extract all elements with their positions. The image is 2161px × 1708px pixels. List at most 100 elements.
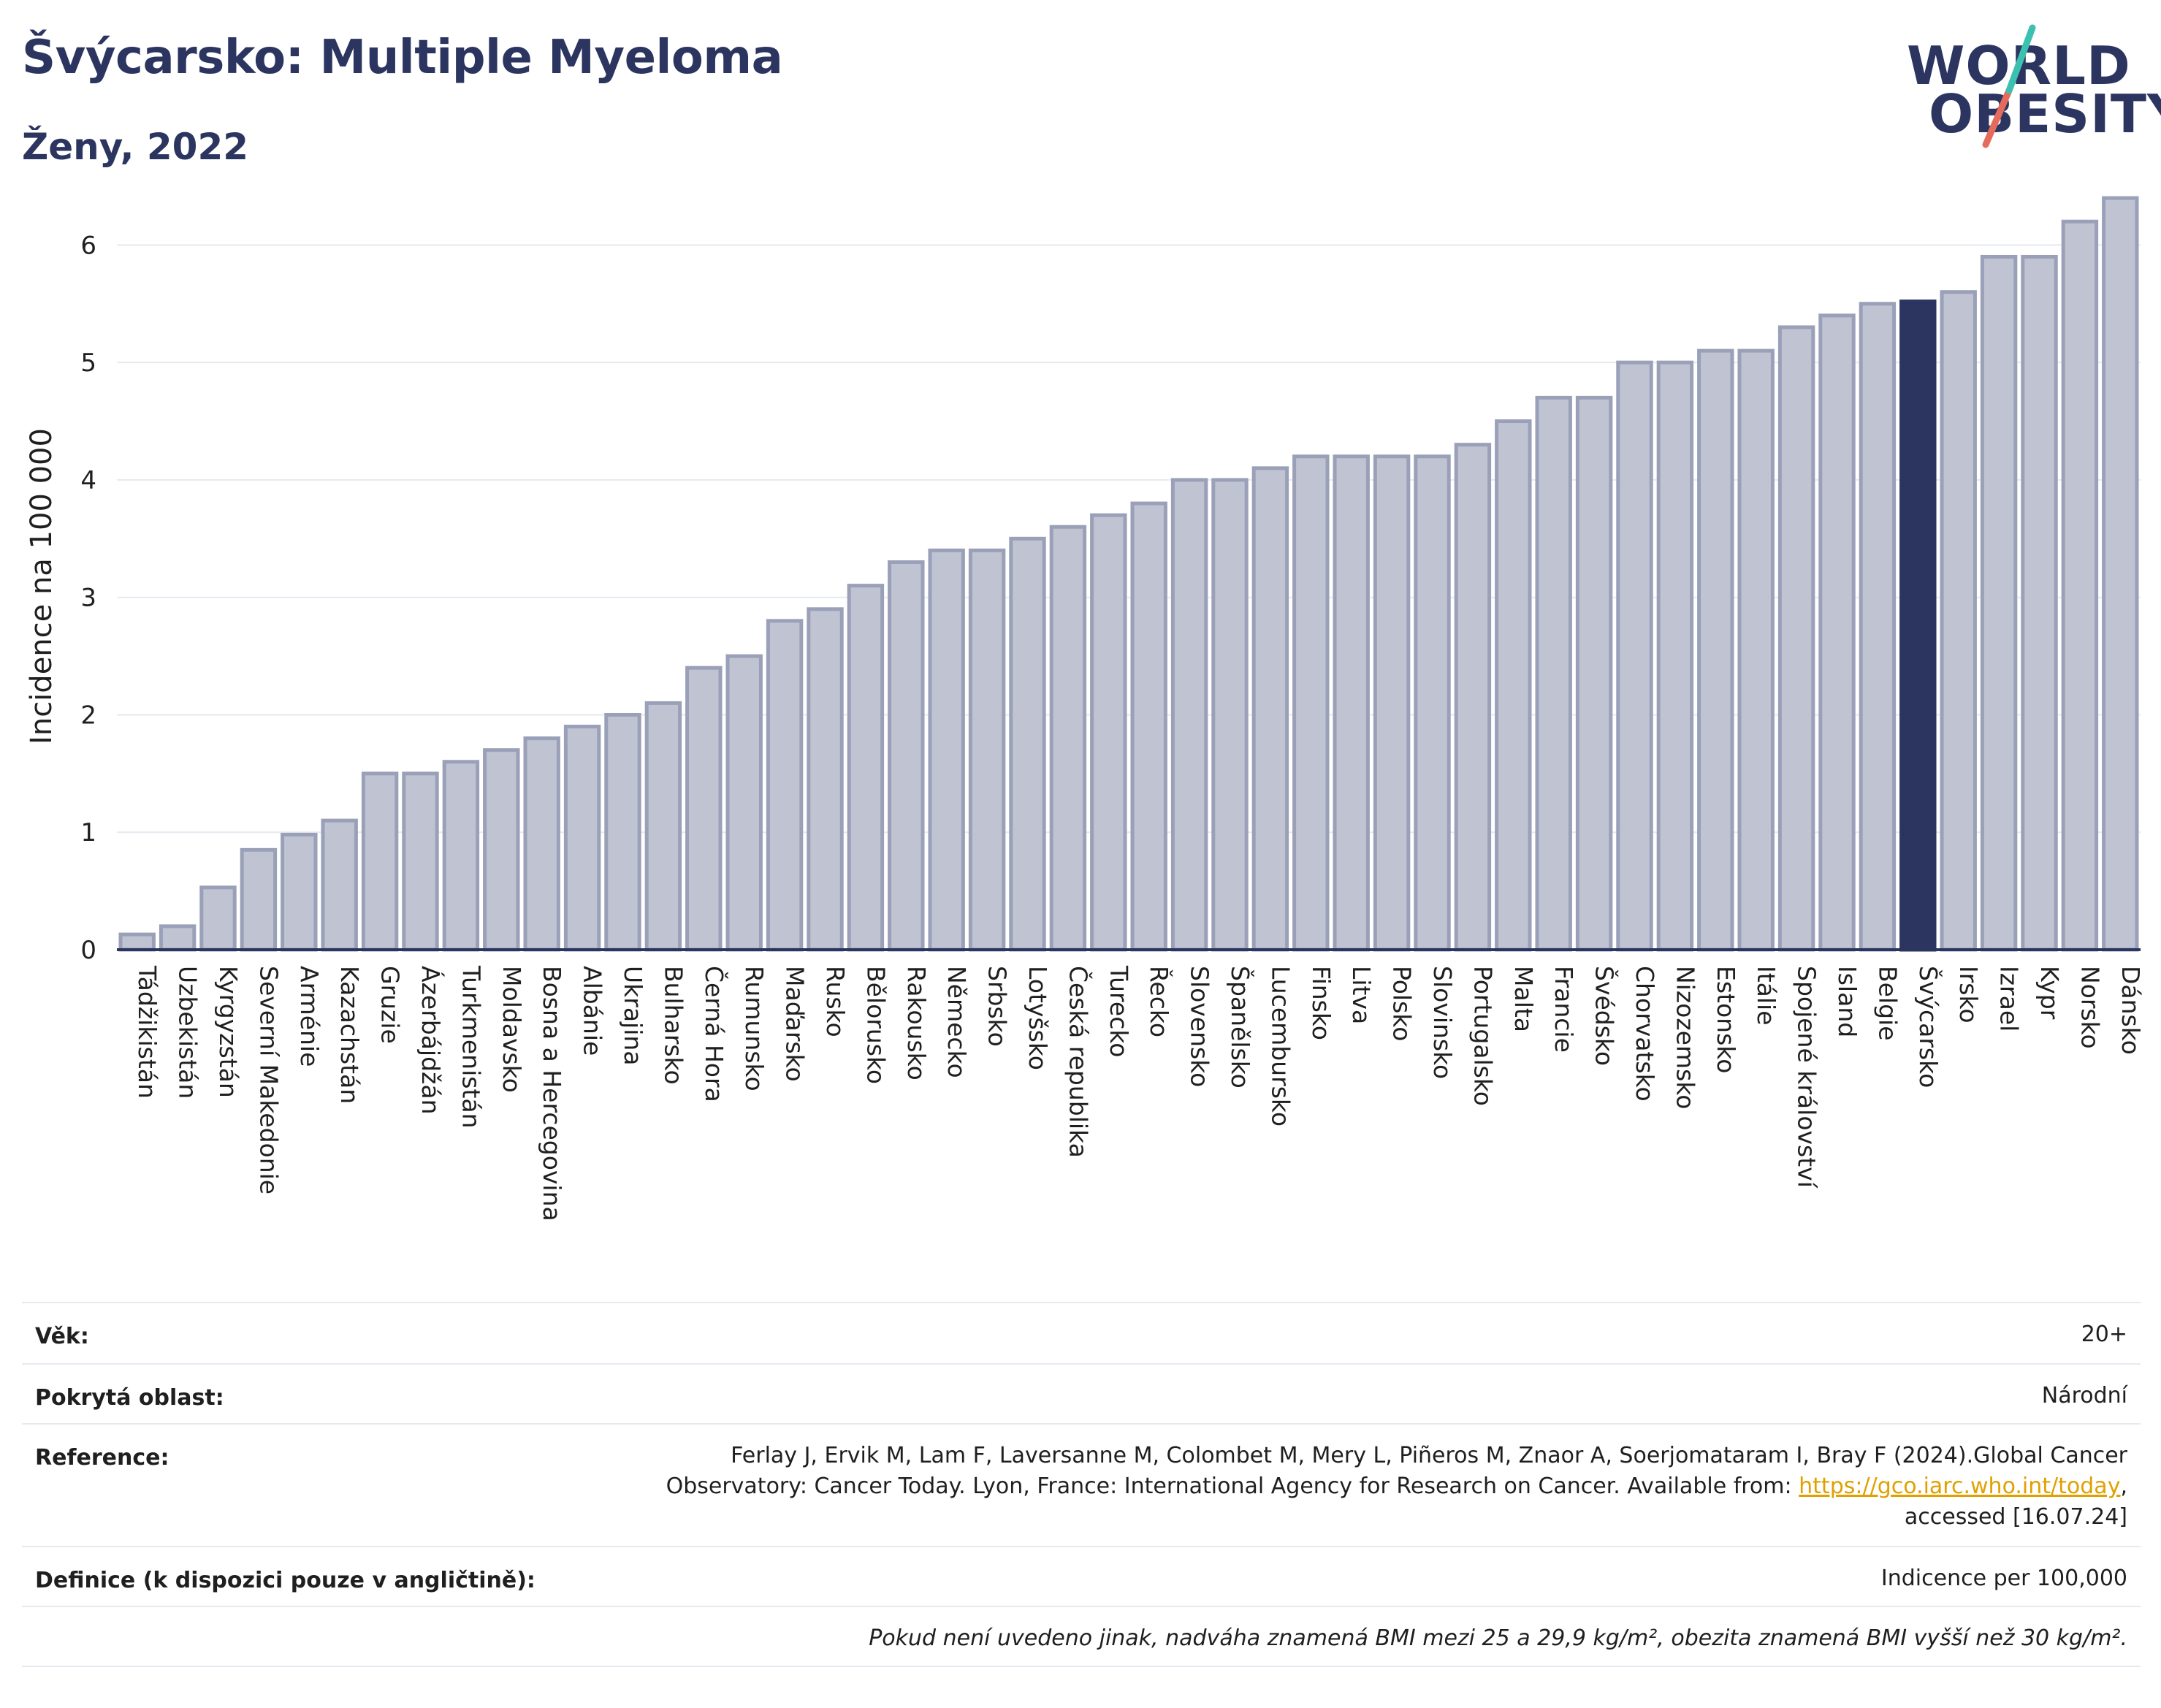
x-tick-label: Rakousko — [902, 966, 931, 1080]
y-tick-label: 1 — [80, 818, 96, 847]
bar — [968, 548, 1006, 952]
info-row-definition: Definice (k dispozici pouze v angličtině… — [22, 1546, 2141, 1606]
info-row-age: Věk: 20+ — [22, 1302, 2141, 1363]
page-subtitle: Ženy, 2022 — [22, 126, 249, 168]
bar — [1414, 454, 1451, 952]
bar — [1777, 325, 1815, 952]
y-tick-label: 5 — [80, 348, 96, 378]
x-tick-label: Francie — [1550, 966, 1578, 1053]
x-tick-label: Ázerbájdžán — [416, 966, 446, 1115]
bar — [725, 654, 763, 952]
bar — [483, 748, 520, 952]
bar — [1495, 419, 1532, 952]
x-tick-label: Finsko — [1307, 966, 1335, 1040]
bar — [685, 666, 723, 952]
bar — [644, 701, 682, 952]
x-tick-label: Ukrajina — [619, 966, 647, 1066]
x-tick-label: Německo — [942, 966, 971, 1078]
y-tick-label: 4 — [80, 466, 96, 495]
bar — [807, 607, 844, 952]
reference-link[interactable]: https://gco.iarc.who.int/today — [1799, 1473, 2121, 1499]
reference-value: Ferlay J, Ervik M, Lam F, Laversanne M, … — [666, 1441, 2127, 1533]
y-tick-label: 2 — [80, 701, 96, 730]
area-value: Národní — [2041, 1383, 2127, 1408]
bar — [1737, 348, 1775, 952]
bar — [2061, 219, 2099, 952]
x-tick-label: Gruzie — [376, 966, 405, 1044]
x-tick-label: Malta — [1509, 966, 1538, 1032]
bar — [928, 548, 965, 952]
x-tick-label: Arménie — [295, 966, 324, 1067]
x-tick-label: Turecko — [1105, 965, 1133, 1057]
logo-line2: OBESITY — [1929, 83, 2161, 145]
x-tick-label: Litva — [1347, 966, 1376, 1024]
bar — [1049, 525, 1087, 952]
x-tick-label: Černá Hora — [700, 966, 729, 1102]
x-tick-label: Bosna a Hercegovina — [538, 966, 566, 1221]
bar — [321, 818, 358, 952]
x-tick-label: Norsko — [2076, 966, 2104, 1049]
reference-line-2-end: , — [2120, 1473, 2127, 1499]
x-tick-label: Španělsko — [1226, 966, 1255, 1089]
page-title: Švýcarsko: Multiple Myeloma — [22, 31, 783, 85]
x-tick-label: Bulharsko — [659, 966, 687, 1085]
bar — [1090, 513, 1127, 952]
world-obesity-logo: WORLD OBESITY — [1907, 20, 2161, 152]
x-tick-label: Dánsko — [2116, 966, 2145, 1055]
x-tick-label: Albánie — [579, 966, 607, 1056]
x-tick-label: Turkmenistán — [457, 965, 485, 1129]
bar — [2102, 196, 2139, 952]
info-row-reference: Reference: Ferlay J, Ervik M, Lam F, Lav… — [22, 1423, 2141, 1546]
bar — [1818, 313, 1856, 952]
bar — [1170, 478, 1208, 952]
bar — [1373, 454, 1411, 952]
x-tick-label: Portugalsko — [1468, 966, 1497, 1106]
reference-line-1: Ferlay J, Ervik M, Lam F, Laversanne M, … — [731, 1443, 2127, 1468]
bar — [523, 736, 560, 952]
bar-chart: 0 1 2 3 4 5 6 Tádžikistán Uzbekistán Kyrgyzstán S… — [25, 196, 2145, 1221]
bar — [199, 885, 237, 952]
bar-highlight — [1899, 300, 1937, 952]
x-tick-label: Švýcarsko — [1914, 966, 1943, 1088]
info-row-note: Pokud není uvedeno jinak, nadváha znamen… — [22, 1606, 2141, 1667]
bar — [1009, 536, 1046, 952]
x-tick-label: Bělorusko — [861, 966, 890, 1084]
x-tick-label: Nizozemsko — [1671, 966, 1699, 1109]
bar — [604, 712, 641, 952]
reference-line-2: Observatory: Cancer Today. Lyon, France:… — [666, 1473, 1799, 1499]
definition-value: Indicence per 100,000 — [1880, 1566, 2127, 1591]
bar — [1535, 395, 1572, 952]
bar — [1859, 302, 1897, 952]
y-tick-labels: 0 1 2 3 4 5 6 — [80, 231, 96, 965]
bar — [888, 560, 925, 952]
bar — [1333, 454, 1370, 952]
info-row-area: Pokrytá oblast: Národní — [22, 1363, 2141, 1423]
bar — [442, 760, 480, 952]
bar — [1940, 290, 1977, 952]
x-tick-label: Severní Makedonie — [254, 966, 283, 1194]
x-tick-label: Spojené království — [1793, 966, 1821, 1189]
x-tick-label: Moldavsko — [498, 966, 526, 1093]
bar — [1616, 360, 1653, 952]
bar — [1251, 466, 1289, 952]
x-tick-label: Izrael — [1995, 966, 2024, 1032]
bar — [1211, 478, 1249, 952]
x-tick-label: Lotyšsko — [1024, 966, 1052, 1070]
x-tick-label: Česká republika — [1064, 966, 1093, 1158]
x-tick-label: Kypr — [2035, 966, 2064, 1020]
bars — [118, 196, 2139, 952]
bar — [402, 771, 439, 952]
bar — [1292, 454, 1330, 952]
x-tick-label: Chorvatsko — [1631, 966, 1659, 1102]
x-tick-label: Srbsko — [983, 966, 1012, 1047]
x-tick-label: Švédsko — [1590, 966, 1620, 1066]
bar — [2021, 254, 2058, 952]
bar — [1454, 443, 1492, 952]
reference-line-3: accessed [16.07.24] — [1904, 1504, 2127, 1530]
x-tick-label: Řecko — [1145, 966, 1174, 1037]
age-value: 20+ — [2081, 1322, 2127, 1347]
bar — [766, 619, 804, 952]
bar — [361, 771, 399, 952]
x-tick-label: Belgie — [1873, 966, 1902, 1041]
bar — [281, 832, 318, 952]
